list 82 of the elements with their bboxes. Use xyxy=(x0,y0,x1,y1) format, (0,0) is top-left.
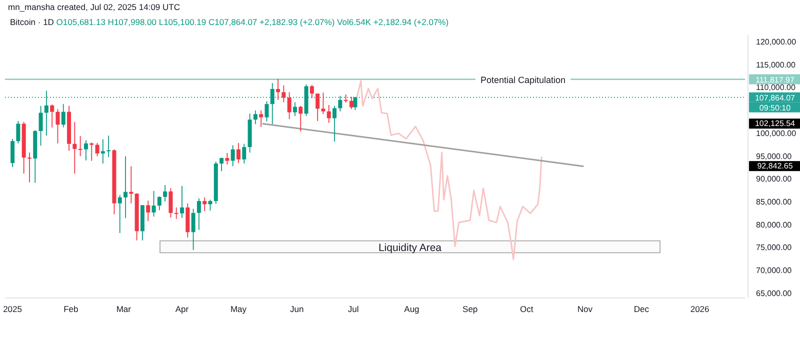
candlestick xyxy=(72,121,77,174)
candlestick xyxy=(196,198,201,230)
x-tick-label: Aug xyxy=(404,304,420,314)
x-tick-label: May xyxy=(230,304,248,314)
candlestick xyxy=(220,157,224,172)
x-tick-label: 2025 xyxy=(3,304,22,314)
y-tick-label: 100,000.00 xyxy=(756,128,797,138)
y-tick-label: 95,000.00 xyxy=(756,152,792,161)
candlestick xyxy=(152,190,156,218)
chart-subtitle: O105,681.13 H107,998.00 L105,100.19 C107,864.07 +2,182.93 (+2.07%) Vol6.54K +2,182.94 (+2.07%) xyxy=(56,17,449,27)
candlestick xyxy=(292,102,297,116)
candlestick xyxy=(124,156,128,218)
candlestick xyxy=(61,104,66,128)
candlestick xyxy=(38,105,43,146)
candlestick xyxy=(242,143,246,164)
candlestick xyxy=(163,184,168,202)
candlestick xyxy=(202,196,207,212)
y-tick-label: 110,000.00 xyxy=(756,83,796,92)
candlestick xyxy=(118,194,122,234)
y-tick-label: 115,000.00 xyxy=(756,60,796,70)
x-tick-label: Dec xyxy=(634,304,650,314)
annotation: 107,864.07 xyxy=(754,93,796,102)
candlestick xyxy=(321,92,326,115)
x-tick-label: 2026 xyxy=(690,304,710,314)
candlestick xyxy=(264,100,269,122)
candlestick xyxy=(16,120,20,144)
y-tick-label: 102,125.54 xyxy=(754,119,796,128)
candlestick xyxy=(56,108,60,144)
candlestick xyxy=(270,82,274,125)
x-tick-label: Oct xyxy=(520,304,534,314)
x-tick-label: Mar xyxy=(116,304,132,314)
candlestick xyxy=(282,84,286,103)
y-tick-label: 85,000.00 xyxy=(756,198,792,207)
band-label: Liquidity Area xyxy=(378,242,442,254)
ref-line-label: Potential Capitulation xyxy=(480,74,566,85)
x-tick-label: Apr xyxy=(175,304,189,314)
y-tick-label: 90,000.00 xyxy=(756,174,792,184)
annotation: 111,817.97 xyxy=(756,75,795,84)
candlestick xyxy=(225,152,230,165)
candlestick xyxy=(10,138,15,168)
candlestick xyxy=(344,94,348,104)
candlestick xyxy=(236,142,240,164)
y-tick-label: 70,000.00 xyxy=(756,266,792,276)
text: 09:50:10 xyxy=(759,103,792,112)
candlestick xyxy=(326,104,331,124)
x-tick-label: Feb xyxy=(64,304,78,314)
candlestick xyxy=(50,104,54,128)
candlestick xyxy=(180,185,184,218)
y-tick-label: 75,000.00 xyxy=(756,243,792,252)
candlestick xyxy=(276,78,280,100)
y-tick-label: 80,000.00 xyxy=(756,220,792,230)
candlestick xyxy=(298,105,303,132)
y-tick-label: 92,842.65 xyxy=(757,162,794,171)
candlestick xyxy=(259,110,264,128)
candlestick xyxy=(44,90,48,136)
candlestick xyxy=(90,142,94,162)
candlestick xyxy=(338,95,342,112)
candlestick xyxy=(168,188,173,218)
candlestick xyxy=(310,84,314,99)
x-tick-label: Jun xyxy=(290,304,304,314)
text: mn_mansha created, Jul 02, 2025 14:09 UTC xyxy=(8,2,180,12)
y-tick-label: 65,000.00 xyxy=(756,288,792,298)
y-tick-label: 120,000.00 xyxy=(756,37,797,46)
candlestick xyxy=(253,110,258,125)
candlestick xyxy=(230,144,235,167)
candlestick xyxy=(191,208,196,250)
x-tick-label: Sep xyxy=(462,304,478,314)
candlestick xyxy=(208,199,212,212)
candlestick xyxy=(287,92,292,120)
candlestick xyxy=(84,140,88,161)
chart-title: Bitcoin · 1D xyxy=(10,17,56,27)
x-tick-label: Jul xyxy=(348,304,359,314)
candlestick xyxy=(146,200,150,222)
candlestick xyxy=(332,105,337,142)
candlestick xyxy=(316,93,320,122)
x-tick-label: Nov xyxy=(577,304,594,314)
candlestick xyxy=(27,152,32,183)
candlestick xyxy=(157,196,162,211)
candlestick xyxy=(353,96,358,110)
candlestick xyxy=(174,206,178,220)
candlestick xyxy=(95,142,100,157)
candlestick xyxy=(78,136,82,157)
